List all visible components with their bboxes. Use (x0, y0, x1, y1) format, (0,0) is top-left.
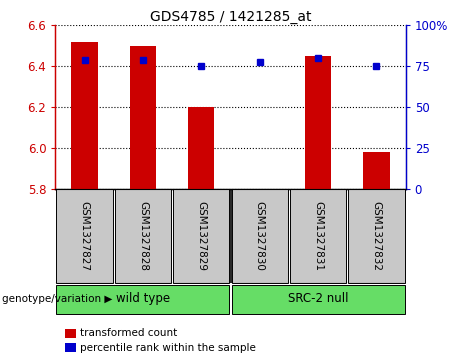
Text: SRC-2 null: SRC-2 null (288, 292, 349, 305)
Bar (232, 189, 288, 283)
Bar (290, 189, 346, 283)
Text: GSM1327829: GSM1327829 (196, 201, 207, 271)
Text: GSM1327831: GSM1327831 (313, 201, 323, 271)
Text: GSM1327828: GSM1327828 (138, 201, 148, 271)
Bar (305, 56, 331, 189)
Text: GSM1327832: GSM1327832 (372, 201, 382, 271)
Bar (188, 107, 214, 189)
Title: GDS4785 / 1421285_at: GDS4785 / 1421285_at (150, 11, 311, 24)
Bar (57, 285, 229, 314)
Bar (71, 42, 98, 189)
Text: GSM1327830: GSM1327830 (254, 201, 265, 271)
Bar (349, 189, 404, 283)
Bar (173, 189, 229, 283)
Text: transformed count: transformed count (80, 328, 177, 338)
Bar (57, 189, 112, 283)
Text: wild type: wild type (116, 292, 170, 305)
Text: percentile rank within the sample: percentile rank within the sample (80, 343, 256, 353)
Text: genotype/variation ▶: genotype/variation ▶ (2, 294, 112, 305)
Bar (232, 285, 404, 314)
Bar (130, 46, 156, 189)
Bar (363, 152, 390, 189)
Text: GSM1327827: GSM1327827 (79, 201, 89, 271)
Bar (115, 189, 171, 283)
